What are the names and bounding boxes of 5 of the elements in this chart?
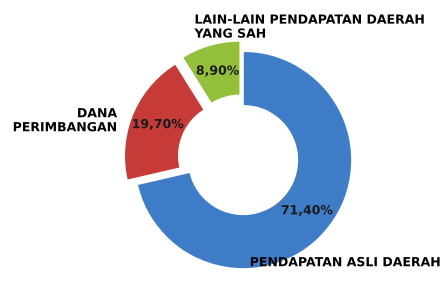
data-label: 71,40% xyxy=(282,205,333,216)
slice-label: DANA PERIMBANGAN xyxy=(14,108,118,132)
slice-label: LAIN-LAIN PENDAPATAN DAERAH YANG SAH xyxy=(194,14,424,38)
data-label: 8,90% xyxy=(196,65,239,76)
data-label: 19,70% xyxy=(133,118,184,130)
